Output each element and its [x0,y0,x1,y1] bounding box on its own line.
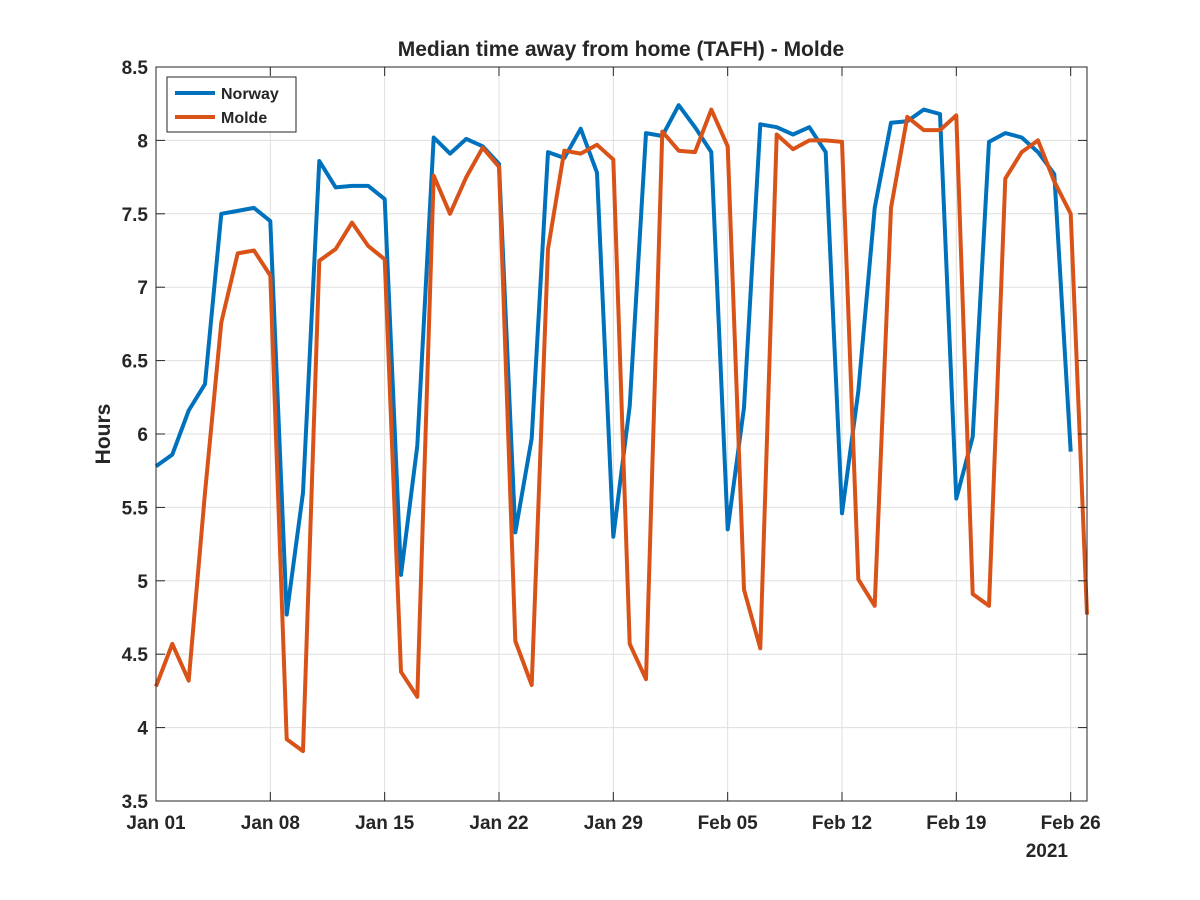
chart-title: Median time away from home (TAFH) - Mold… [398,38,844,61]
y-tick-label: 5.5 [122,498,149,519]
legend-box [166,76,297,133]
x-axis-year-label: 2021 [1026,841,1069,862]
y-tick-label: 4.5 [122,645,149,666]
y-tick-label: 5 [137,572,148,593]
y-tick-label: 7.5 [122,205,149,226]
x-tick-label: Jan 01 [126,813,186,834]
legend: Norway Molde [166,76,297,133]
y-tick-label: 6.5 [122,352,149,373]
x-tick-label: Feb 12 [812,813,872,834]
legend-label-molde: Molde [221,110,267,127]
y-tick-label: 3.5 [122,792,149,813]
ticks: Jan 01 Jan 08 Jan 15 Jan 22 Jan 29 Feb 05 Feb … [122,58,1101,834]
x-tick-label: Jan 29 [584,813,643,834]
y-tick-label: 4 [137,719,148,740]
x-tick-label: Jan 22 [469,813,528,834]
y-tick-label: 8 [137,131,148,152]
y-tick-label: 6 [137,425,148,446]
x-tick-label: Jan 08 [241,813,300,834]
legend-label-norway: Norway [221,86,279,103]
y-tick-label: 7 [137,278,148,299]
series-layer [154,103,1089,754]
y-axis-label: Hours [92,404,115,465]
series-line-norway [154,103,1073,617]
x-tick-label: Feb 26 [1041,813,1101,834]
y-tick-label: 8.5 [122,58,149,79]
x-tick-label: Feb 05 [698,813,759,834]
x-tick-label: Jan 15 [355,813,415,834]
series-line-molde [154,107,1089,754]
x-tick-label: Feb 19 [926,813,986,834]
